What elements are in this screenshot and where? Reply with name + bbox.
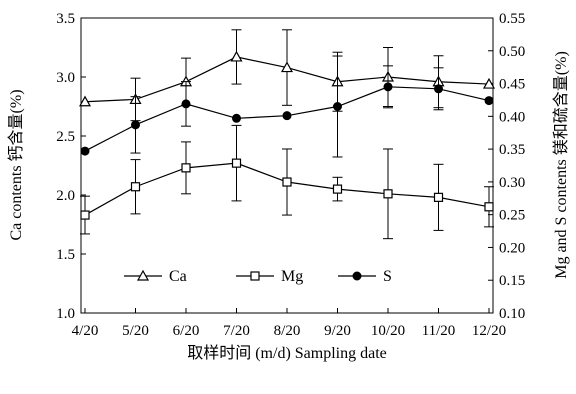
series-group <box>78 29 496 240</box>
right-tick-label: 0.55 <box>499 11 525 27</box>
right-tick-label: 0.45 <box>499 77 525 93</box>
legend-label-ca: Ca <box>169 268 187 285</box>
x-tick-label: 11/20 <box>422 323 456 339</box>
legend-label-mg: Mg <box>281 268 303 285</box>
right-tick-label: 0.30 <box>499 175 525 191</box>
right-tick-label: 0.20 <box>499 240 525 256</box>
s-point <box>333 102 342 111</box>
legend: Ca Mg S <box>124 268 392 285</box>
s-point <box>131 120 140 130</box>
mg-point <box>231 158 242 168</box>
ca-point <box>482 77 496 89</box>
mg-point <box>383 189 393 199</box>
mg-point <box>130 182 141 192</box>
series-s <box>80 55 494 158</box>
s-point <box>80 146 90 156</box>
x-tick-label: 6/20 <box>173 323 200 339</box>
s-point <box>232 113 241 123</box>
left-tick-label: 1.5 <box>56 247 75 263</box>
right-axis-ticks: 0.10 0.15 0.20 0.25 0.30 0.35 0.40 0.45 0.50 0.55 <box>488 11 525 322</box>
right-tick-label: 0.25 <box>499 208 525 224</box>
mg-point <box>181 163 191 173</box>
right-tick-label: 0.35 <box>499 142 525 158</box>
ca-point <box>230 50 243 62</box>
left-tick-label: 3.0 <box>56 70 75 86</box>
right-tick-label: 0.40 <box>499 109 525 125</box>
s-point <box>181 99 191 109</box>
x-tick-label: 8/20 <box>274 323 301 339</box>
mg-point <box>282 177 292 187</box>
s-point <box>434 84 443 94</box>
x-tick-label: 10/20 <box>371 323 405 339</box>
x-tick-label: 9/20 <box>324 323 351 339</box>
x-tick-label: 5/20 <box>122 323 149 339</box>
legend-marker-ca <box>136 269 150 281</box>
legend-marker-s <box>352 271 362 281</box>
left-axis-ticks: 1.0 1.5 2.0 2.5 3.0 3.5 <box>56 11 86 322</box>
s-point <box>282 111 292 121</box>
left-tick-label: 3.5 <box>56 11 75 27</box>
right-tick-label: 0.10 <box>499 306 525 322</box>
s-point <box>383 82 393 92</box>
left-tick-label: 2.5 <box>56 129 75 145</box>
legend-marker-mg <box>250 271 260 281</box>
x-axis-title: 取样时间 (m/d) Sampling date <box>187 344 387 362</box>
mg-point <box>433 192 444 202</box>
x-tick-label: 12/20 <box>472 323 506 339</box>
x-tick-label: 7/20 <box>223 323 250 339</box>
ca-point <box>280 61 294 73</box>
right-tick-label: 0.15 <box>499 273 525 289</box>
mg-point <box>484 202 494 212</box>
series-ca <box>78 29 496 122</box>
legend-label-s: S <box>383 268 392 285</box>
ca-point <box>78 95 92 107</box>
mg-point <box>80 210 90 220</box>
s-point <box>484 96 494 106</box>
y-axis-title-left: Ca contents 钙含量(%) <box>7 89 25 240</box>
x-tick-label: 4/20 <box>72 323 99 339</box>
mg-point <box>332 184 343 194</box>
series-mg <box>80 124 494 240</box>
x-axis-ticks: 4/20 5/20 6/20 7/20 8/20 9/20 10/20 11/20 12/20 <box>72 308 506 339</box>
left-tick-label: 2.0 <box>56 188 75 204</box>
left-tick-label: 1.0 <box>56 306 75 322</box>
right-tick-label: 0.50 <box>499 44 525 60</box>
y-axis-title-right: Mg and S contents 镁和硫含量(%) <box>552 51 570 279</box>
